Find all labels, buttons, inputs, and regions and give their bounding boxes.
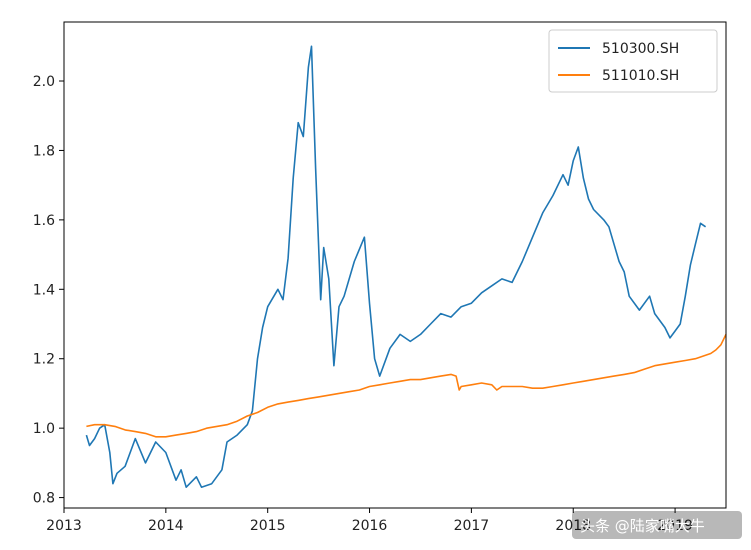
series-line-511010-sh <box>86 334 727 438</box>
y-axis: 0.8 1.0 1.2 1.4 1.6 1.8 2.0 <box>33 74 64 507</box>
watermark-backdrop <box>572 511 742 539</box>
series-line-510300-sh <box>85 45 707 488</box>
y-tick-label: 1.2 <box>33 352 55 368</box>
x-tick-label: 2015 <box>250 518 286 534</box>
watermark-text: 头条 @陆家嘴大牛 <box>580 517 705 535</box>
x-tick-label: 2014 <box>148 518 184 534</box>
plot-frame <box>63 21 727 509</box>
y-tick-label: 1.6 <box>33 213 55 229</box>
plot-lines <box>85 45 727 488</box>
x-axis: 2013 2014 2015 2016 2017 2018 2019 <box>46 508 693 534</box>
legend-label-511010: 511010.SH <box>602 68 679 84</box>
y-tick-label: 1.4 <box>33 282 55 298</box>
legend: 510300.SH 511010.SH <box>548 29 718 93</box>
y-tick-label: 1.8 <box>33 143 55 159</box>
y-tick-label: 2.0 <box>33 74 55 90</box>
watermark: 头条 @陆家嘴大牛 <box>572 511 742 539</box>
x-tick-label: 2017 <box>454 518 490 534</box>
x-tick-label: 2019 <box>657 518 693 534</box>
x-tick-label: 2018 <box>555 518 591 534</box>
x-tick-label: 2016 <box>352 518 388 534</box>
x-tick-label: 2013 <box>46 518 82 534</box>
legend-label-510300: 510300.SH <box>602 41 679 57</box>
y-tick-label: 0.8 <box>33 491 55 507</box>
y-tick-label: 1.0 <box>33 421 55 437</box>
legend-box <box>548 29 718 93</box>
